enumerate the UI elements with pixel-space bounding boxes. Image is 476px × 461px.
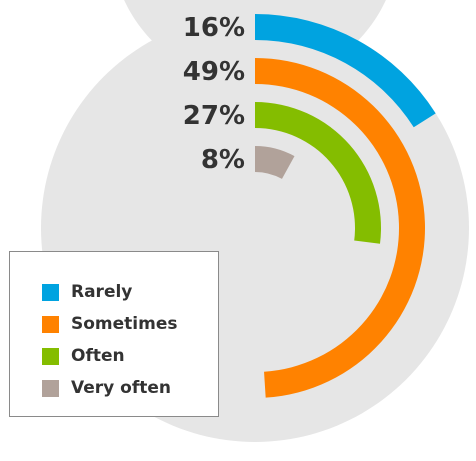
legend-label-very-often: Very often xyxy=(71,378,171,398)
bar-rarely xyxy=(255,14,436,128)
legend-item-very-often: Very often xyxy=(42,376,218,400)
bar-often xyxy=(255,102,381,244)
legend-swatch-rarely xyxy=(42,283,59,301)
value-label-very-often: 8% xyxy=(201,145,245,175)
ring-bars xyxy=(255,14,436,398)
legend-item-often: Often xyxy=(42,344,218,368)
bar-sometimes xyxy=(255,57,426,398)
value-labels: 16% 49% 27% 8% xyxy=(183,13,245,175)
value-label-rarely: 16% xyxy=(183,13,245,43)
legend-label-sometimes: Sometimes xyxy=(71,314,178,334)
legend-label-often: Often xyxy=(71,346,125,366)
legend-label-rarely: Rarely xyxy=(71,282,133,302)
legend-swatch-very-often xyxy=(42,379,59,397)
legend-item-sometimes: Sometimes xyxy=(42,312,218,336)
bar-very-often xyxy=(255,146,295,179)
legend-item-rarely: Rarely xyxy=(42,280,218,304)
legend-swatch-often xyxy=(42,347,59,365)
legend-swatch-sometimes xyxy=(42,315,59,333)
chart-legend: Rarely Sometimes Often Very often xyxy=(9,251,219,417)
value-label-sometimes: 49% xyxy=(183,57,245,87)
value-label-often: 27% xyxy=(183,101,245,131)
